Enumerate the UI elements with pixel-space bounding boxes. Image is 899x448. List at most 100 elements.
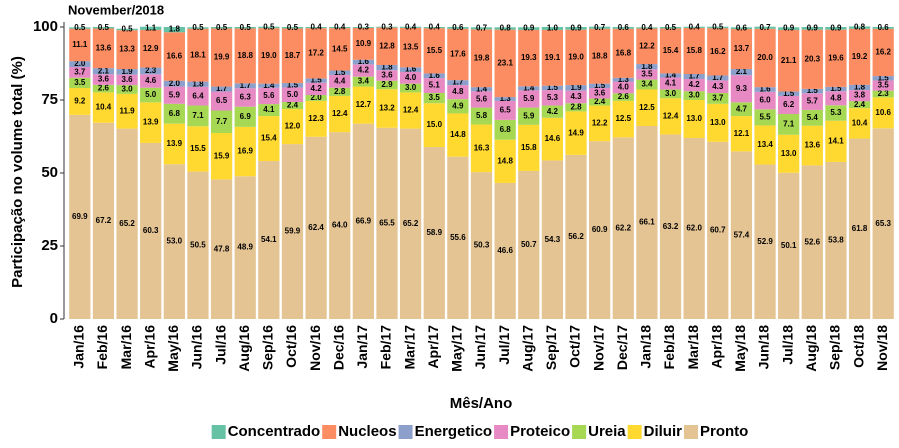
value-label: 0.6 (878, 23, 890, 32)
bar-segment (872, 80, 894, 91)
x-tick-label: May/18 (732, 325, 748, 372)
bar-segment (541, 85, 564, 91)
bar-segment (754, 26, 776, 29)
bar-segment (399, 128, 422, 319)
value-label: 6.5 (216, 96, 228, 105)
bar-segment (494, 119, 516, 140)
bar-segment (589, 83, 611, 89)
bar-segment (187, 81, 209, 87)
value-label: 50.3 (474, 241, 490, 250)
bar-segment (281, 87, 304, 103)
bar-segment (541, 105, 564, 118)
bar-segment (234, 28, 256, 84)
legend-swatch (494, 425, 509, 439)
value-label: 1.5 (311, 76, 323, 85)
value-label: 58.9 (426, 228, 442, 237)
value-label: 2.9 (381, 80, 393, 89)
x-tick-label: Mar/16 (118, 325, 134, 370)
value-label: 2.4 (287, 101, 299, 110)
value-label: 3.6 (381, 71, 393, 80)
y-tick-label: 0 (50, 310, 58, 327)
value-label: 0.5 (712, 23, 724, 32)
value-label: 0.5 (98, 23, 110, 32)
value-label: 60.3 (143, 226, 159, 235)
bar-segment (399, 83, 422, 93)
value-label: 12.3 (308, 114, 324, 123)
value-label: 11.9 (120, 106, 136, 115)
bar-segment (636, 89, 658, 126)
bar-segment (234, 88, 256, 107)
x-tick-label: Apr/16 (141, 325, 157, 369)
value-label: 16.3 (474, 143, 490, 152)
bar-segment (801, 109, 823, 126)
value-label: 1.9 (570, 83, 582, 92)
bar-segment (352, 27, 374, 60)
bar-segment (305, 95, 327, 101)
value-label: 19.9 (214, 53, 230, 62)
value-label: 12.5 (639, 103, 655, 112)
value-label: 14.6 (545, 134, 561, 143)
bar-segment (825, 86, 847, 92)
bar-segment (659, 77, 682, 90)
y-tick-label: 100 (33, 18, 58, 35)
bar-segment (801, 29, 823, 89)
bar-segment (305, 27, 327, 29)
value-label: 1.7 (452, 78, 464, 87)
bar-segment (707, 103, 729, 142)
value-label: 46.6 (497, 246, 513, 255)
bar-segment (116, 28, 138, 31)
value-label: 18.7 (285, 51, 301, 60)
bar-segment (234, 106, 256, 127)
value-label: 4.2 (547, 107, 559, 116)
value-label: 12.7 (356, 100, 372, 109)
value-label: 0.9 (570, 23, 582, 32)
bar-segment (187, 105, 209, 127)
bar-segment (92, 84, 115, 93)
bar-segment (470, 124, 493, 173)
value-label: 2.4 (594, 97, 606, 106)
value-label: 9.2 (74, 97, 86, 106)
bar-segment (848, 108, 871, 139)
bar-segment (187, 86, 209, 106)
value-label: 0.7 (759, 23, 771, 32)
value-label: 12.8 (379, 41, 395, 50)
value-label: 1.0 (547, 24, 559, 33)
value-label: 0.9 (830, 23, 842, 32)
value-label: 3.5 (641, 70, 653, 79)
bar-segment (376, 89, 398, 128)
value-label: 0.5 (287, 23, 299, 32)
bar-segment (140, 26, 162, 30)
bar-segment (116, 85, 138, 94)
x-tick-label: Feb/16 (94, 325, 110, 370)
value-label: 14.1 (828, 136, 844, 145)
bar-segment (612, 28, 634, 78)
bar-segment (589, 26, 611, 29)
bar-segment (565, 154, 587, 319)
value-label: 15.4 (663, 46, 679, 55)
x-tick-label: Jul/18 (779, 325, 795, 365)
value-label: 0.4 (405, 22, 417, 31)
legend-swatch (683, 425, 698, 439)
bar-segment (470, 27, 493, 30)
bar-segment (423, 92, 445, 104)
bar-segment (281, 144, 304, 319)
x-tick-label: Oct/18 (850, 325, 866, 368)
value-label: 6.8 (500, 125, 512, 134)
value-label: 10.6 (875, 108, 891, 117)
value-label: 14.9 (568, 128, 584, 137)
value-label: 5.4 (807, 113, 819, 122)
bar-segment (778, 29, 800, 92)
value-label: 0.6 (452, 23, 464, 32)
value-label: 6.2 (783, 100, 795, 109)
value-label: 66.9 (356, 216, 372, 225)
bar-segment (210, 27, 233, 29)
value-label: 1.8 (192, 79, 204, 88)
value-label: 48.9 (237, 243, 253, 252)
value-label: 4.8 (452, 87, 464, 96)
bar-segment (447, 113, 469, 157)
bar-segment (163, 86, 185, 104)
bar-segment (258, 26, 280, 29)
value-label: 15.4 (261, 134, 277, 143)
bar-segment (92, 74, 115, 85)
value-label: 3.0 (689, 91, 701, 100)
